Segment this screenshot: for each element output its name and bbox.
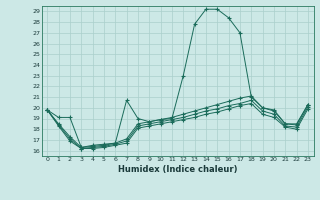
X-axis label: Humidex (Indice chaleur): Humidex (Indice chaleur) bbox=[118, 165, 237, 174]
